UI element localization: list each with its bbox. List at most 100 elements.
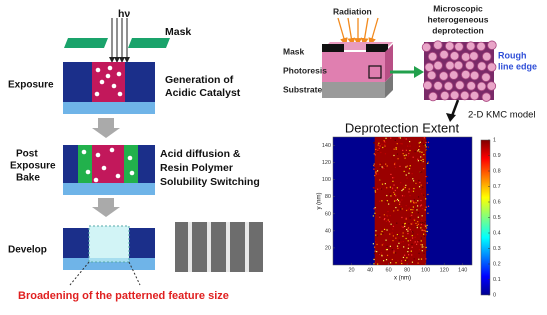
cell [433, 40, 443, 50]
noise-speck [384, 145, 386, 147]
noise-speck [393, 200, 396, 202]
noise-speck [417, 223, 419, 225]
noise-speck [405, 138, 407, 140]
noise-speck [374, 174, 376, 177]
noise-speck [393, 184, 395, 186]
noise-speck [378, 142, 380, 144]
acid-dots [81, 147, 135, 183]
noise-speck [397, 260, 399, 262]
noise-speck [389, 245, 391, 247]
noise-speck [418, 258, 420, 260]
resist-line [63, 228, 89, 260]
light-label: hν [118, 8, 130, 20]
noise-speck [373, 168, 375, 170]
zoom-caption: deprotection [432, 25, 483, 35]
acid-dot [105, 73, 111, 79]
cell [482, 51, 492, 62]
noise-speck [412, 178, 414, 180]
noise-speck [411, 235, 413, 237]
noise-speck [402, 232, 404, 234]
noise-speck [407, 145, 409, 147]
cell [433, 81, 443, 91]
step-description: Acidic Catalyst [165, 87, 241, 99]
noise-speck [391, 232, 393, 234]
noise-speck [391, 187, 394, 189]
noise-speck [401, 208, 403, 210]
noise-speck [402, 256, 405, 259]
pointer [69, 261, 90, 286]
noise-speck [391, 258, 393, 261]
noise-speck [391, 249, 393, 251]
noise-speck [417, 196, 420, 198]
colorbar-tick-label: 0.1 [493, 277, 501, 283]
noise-speck [420, 159, 422, 162]
noise-speck [390, 173, 392, 176]
noise-speck [403, 195, 406, 197]
noise-speck [397, 158, 399, 160]
noise-speck [379, 179, 381, 181]
noise-speck [386, 248, 388, 251]
noise-speck [421, 154, 423, 157]
noise-speck [393, 154, 395, 157]
x-tick-label: 20 [348, 267, 354, 273]
noise-speck [413, 187, 415, 190]
noise-speck [405, 218, 407, 220]
noise-speck [405, 154, 407, 156]
noise-speck [405, 174, 407, 176]
noise-speck [421, 157, 424, 159]
noise-speck [386, 165, 388, 167]
noise-speck [396, 245, 399, 247]
y-tick-label: 100 [322, 177, 331, 183]
noise-speck [383, 139, 385, 142]
noise-speck [392, 180, 394, 182]
layer-label: Mask [283, 46, 305, 56]
cell [438, 71, 449, 81]
noise-speck [422, 158, 424, 161]
noise-speck [395, 195, 397, 197]
acid-dot [109, 147, 115, 153]
mask-right [128, 38, 170, 48]
noise-speck [410, 200, 412, 202]
noise-speck [375, 230, 377, 232]
noise-speck [424, 224, 426, 226]
noise-speck [401, 143, 403, 145]
noise-speck [413, 202, 415, 204]
cell [466, 81, 476, 91]
noise-speck [380, 252, 382, 254]
cell [460, 90, 470, 101]
noise-speck [389, 233, 391, 235]
noise-speck [421, 207, 424, 210]
noise-speck [372, 187, 375, 189]
noise-speck [405, 209, 408, 212]
noise-speck [396, 187, 398, 189]
colorbar-tick-label: 0.6 [493, 199, 501, 205]
y-axis-label: y (nm) [317, 193, 323, 210]
acid-dot [95, 67, 101, 73]
step-description: Solubility Switching [160, 176, 260, 188]
x-tick-label: 40 [367, 267, 373, 273]
acid-dot [101, 165, 107, 171]
noise-speck [404, 157, 406, 159]
edge-label: line edge [498, 61, 537, 71]
noise-speck [415, 226, 417, 228]
colorbar-tick-label: 0.4 [493, 230, 501, 236]
acid-dot [127, 155, 133, 161]
noise-speck [379, 187, 381, 190]
cell [445, 60, 455, 71]
noise-speck [382, 232, 384, 235]
noise-speck [418, 186, 421, 188]
cell [439, 49, 449, 60]
noise-speck [417, 216, 419, 218]
noise-speck [381, 254, 383, 256]
noise-speck [377, 263, 379, 265]
heatmap: Deprotection Extent x (nm) y (nm) 20 40 60… [317, 120, 501, 298]
acid-dot [111, 83, 117, 89]
noise-speck [404, 259, 407, 262]
model-arrow [450, 99, 460, 117]
noise-speck [387, 219, 389, 221]
noise-speck [417, 160, 420, 162]
note: Broadening of the patterned feature size [18, 290, 229, 302]
noise-speck [411, 261, 414, 263]
model-arrow-head [446, 113, 456, 122]
noise-speck [417, 241, 419, 243]
